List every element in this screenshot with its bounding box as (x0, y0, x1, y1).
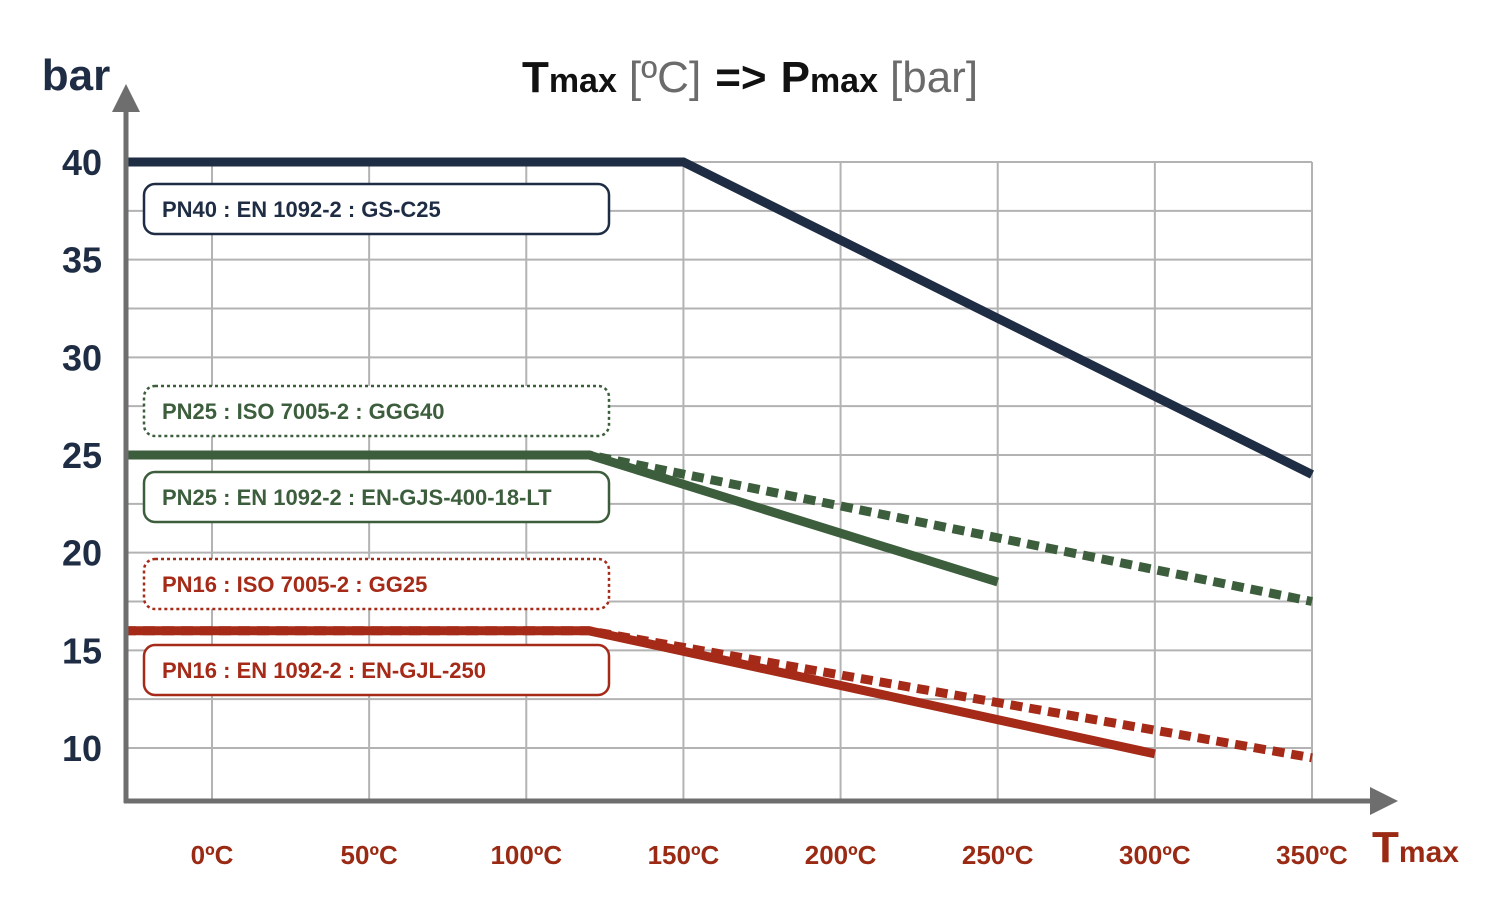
title-arrow: => (715, 53, 766, 102)
x-axis-arrow-icon (1370, 787, 1398, 815)
y-axis-label: bar (42, 51, 110, 100)
title-p-symbol: P (781, 53, 810, 102)
x-axis-label-symbol: T (1372, 823, 1399, 872)
legend-item-4: PN16 : EN 1092-2 : EN-GJL-250 (142, 643, 611, 697)
y-tick-label-3: 25 (62, 435, 102, 476)
x-axis-label: Tmax (1372, 823, 1459, 872)
y-axis-arrow-icon (112, 84, 140, 112)
x-tick-label-5: 250ºC (962, 840, 1034, 870)
title-t-subscript: max (549, 62, 617, 100)
legend-box-4 (142, 643, 611, 697)
title-p-unit: [bar] (890, 53, 978, 102)
series-line-4 (128, 626, 1156, 759)
x-tick-label-7: 350ºC (1276, 840, 1348, 870)
x-tick-label-0: 0ºC (191, 840, 234, 870)
legend-item-3: PN16 : ISO 7005-2 : GG25 (142, 557, 611, 611)
x-axis-label-subscript: max (1399, 836, 1459, 869)
x-tick-label-4: 200ºC (805, 840, 877, 870)
title-p-subscript: max (810, 62, 878, 100)
x-tick-label-3: 150ºC (648, 840, 720, 870)
y-tick-label-1: 15 (62, 630, 102, 671)
y-tick-label-0: 10 (62, 728, 102, 769)
y-tick-label-4: 30 (62, 337, 102, 378)
y-tick-label-5: 35 (62, 240, 102, 281)
axes (112, 84, 1398, 815)
series-line-2 (128, 450, 1000, 587)
series-line-0 (128, 157, 1315, 479)
x-tick-label-6: 300ºC (1119, 840, 1191, 870)
legend-box-0 (142, 182, 611, 236)
title-t-symbol: T (522, 53, 549, 102)
legend-label-1: PN25 : ISO 7005-2 : GGG40 (162, 399, 444, 424)
x-tick-labels: 0ºC 50ºC 100ºC 150ºC 200ºC 250ºC 300ºC 350ºC (191, 840, 1348, 870)
legend-box-1 (142, 384, 611, 438)
y-tick-labels: 10 15 20 25 30 35 40 (62, 142, 102, 769)
legend-label-2: PN25 : EN 1092-2 : EN-GJS-400-18-LT (162, 485, 552, 510)
y-tick-label-6: 40 (62, 142, 102, 183)
series-layer (128, 157, 1315, 763)
x-tick-label-2: 100ºC (490, 840, 562, 870)
legend-item-2: PN25 : EN 1092-2 : EN-GJS-400-18-LT (142, 470, 611, 524)
legend-box-2 (142, 470, 611, 524)
legend-label-3: PN16 : ISO 7005-2 : GG25 (162, 572, 427, 597)
title-t-unit: [ºC] (629, 53, 701, 102)
legend: PN40 : EN 1092-2 : GS-C25 PN25 : ISO 7005… (142, 182, 611, 697)
legend-box-3 (142, 557, 611, 611)
legend-item-0: PN40 : EN 1092-2 : GS-C25 (142, 182, 611, 236)
legend-label-0: PN40 : EN 1092-2 : GS-C25 (162, 197, 441, 222)
x-tick-label-1: 50ºC (341, 840, 398, 870)
y-tick-label-2: 20 (62, 533, 102, 574)
legend-label-4: PN16 : EN 1092-2 : EN-GJL-250 (162, 658, 486, 683)
chart-title: Tmax [ºC] => Pmax [bar] (522, 53, 978, 102)
legend-item-1: PN25 : ISO 7005-2 : GGG40 (142, 384, 611, 438)
